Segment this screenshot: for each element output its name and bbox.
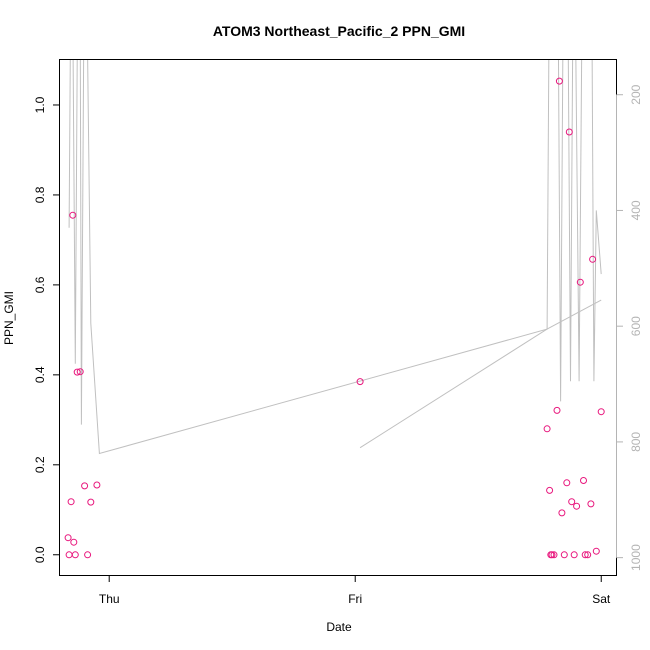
y-axis-right: 200 400 600 800 1000 [616,84,643,571]
data-point [87,498,95,506]
x-axis: Thu Fri Sat [99,575,611,606]
data-point [356,378,364,386]
data-point [584,551,592,559]
y-axis-left: 0.0 0.2 0.4 0.6 0.8 1.0 [33,96,60,563]
depth-series [68,60,602,455]
ppn-gmi-points [64,77,605,559]
data-point [73,368,81,376]
y2-tick-label: 1000 [629,544,643,571]
y2-tick-label: 600 [629,316,643,336]
data-point [580,477,587,484]
data-point [546,486,554,494]
data-point [550,551,558,559]
data-point [570,551,578,559]
y-tick-label: 0.4 [33,366,47,383]
data-point [548,551,556,559]
data-point [70,538,78,546]
data-point [93,481,101,489]
data-point [589,255,597,263]
data-point [69,211,77,219]
data-point [597,408,605,416]
y2-tick-label: 800 [629,432,643,452]
data-point [553,406,561,414]
data-point [67,498,75,506]
data-point [558,509,566,517]
data-point [568,498,576,506]
depth-line-1 [359,299,602,449]
y2-tick-label: 200 [629,84,643,104]
y-tick-label: 1.0 [33,96,47,113]
x-tick-label: Sat [592,592,611,606]
x-tick-label: Thu [99,592,120,606]
data-point [576,278,584,286]
data-point [543,425,551,433]
y-tick-label: 0.6 [33,276,47,293]
y-tick-label: 0.2 [33,456,47,473]
data-point [565,128,573,136]
y2-tick-label: 400 [629,200,643,220]
data-point [81,482,89,490]
data-point [592,547,600,555]
x-tick-label: Fri [348,592,362,606]
y-axis-label: PPN_GMI [2,291,16,345]
depth-line-0 [68,60,602,455]
data-point [560,551,568,559]
data-point [563,479,571,487]
data-point [76,368,84,376]
data-point [573,502,581,510]
data-point [555,77,563,85]
data-point [581,551,589,559]
x-axis-label: Date [326,620,352,634]
data-point [84,551,92,559]
y-tick-label: 0.8 [33,186,47,203]
data-point [587,500,595,508]
y-tick-label: 0.0 [33,546,47,563]
chart-title: ATOM3 Northeast_Pacific_2 PPN_GMI [213,23,465,39]
data-point [64,534,72,542]
data-point [71,551,79,559]
